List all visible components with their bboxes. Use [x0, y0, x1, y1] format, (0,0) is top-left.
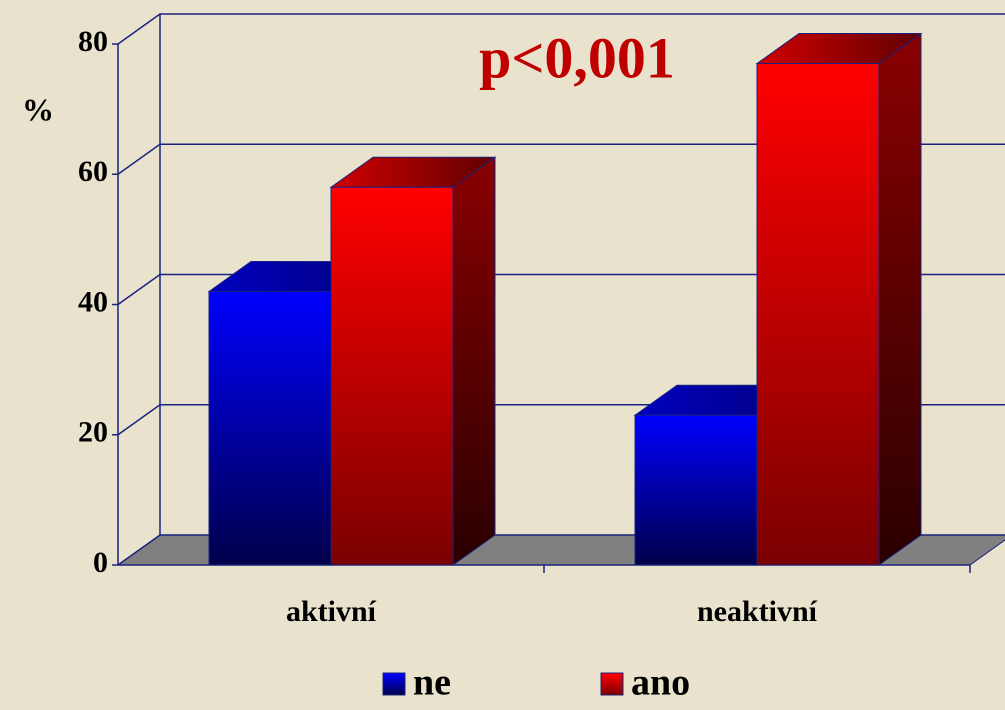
x-tick-label: aktivní	[286, 595, 377, 628]
y-tick-label: 40	[78, 285, 108, 318]
grid-line	[117, 13, 1005, 45]
y-tick-label: 60	[78, 155, 108, 188]
bar	[330, 186, 454, 566]
bar	[208, 290, 332, 566]
y-tick-label: 20	[78, 416, 108, 449]
bar	[756, 63, 880, 566]
y-tick-label: 80	[78, 25, 108, 58]
legend-label: ano	[631, 662, 690, 704]
y-axis-label: %	[22, 91, 54, 127]
y-tick-label: 0	[93, 546, 108, 579]
grid-line	[117, 143, 1005, 175]
bar	[634, 414, 758, 566]
annotation: p<0,001	[479, 25, 675, 90]
bar-side	[878, 32, 922, 566]
legend-swatch	[382, 672, 406, 696]
bar-side	[452, 156, 496, 566]
legend-label: ne	[413, 662, 451, 704]
grid-line	[117, 273, 1005, 306]
legend-swatch	[600, 672, 624, 696]
x-tick-label: neaktivní	[697, 595, 818, 628]
